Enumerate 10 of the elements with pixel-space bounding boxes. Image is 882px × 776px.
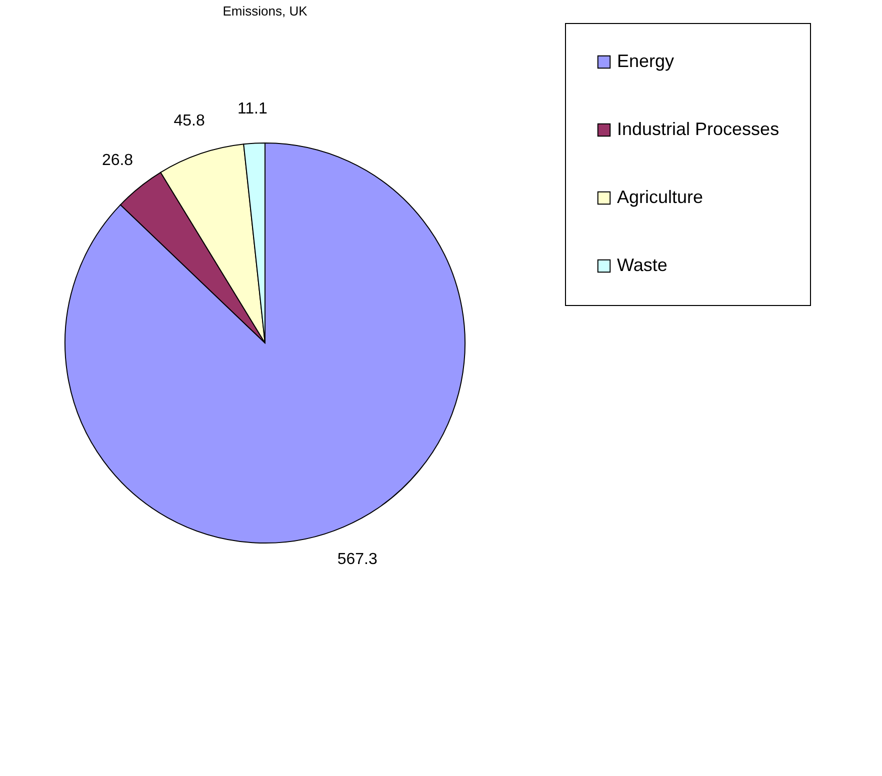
legend-label: Energy (617, 51, 674, 71)
data-label: 26.8 (102, 152, 134, 170)
legend-label: Industrial Processes (617, 119, 780, 139)
legend-label: Waste (617, 255, 668, 275)
data-label: 45.8 (174, 112, 205, 130)
pie-slice (64, 142, 466, 544)
chart-title: Emissions, UK (222, 4, 308, 18)
data-label: 567.3 (337, 551, 378, 568)
data-label: 11.1 (237, 100, 268, 118)
legend-label: Agriculture (617, 187, 704, 207)
